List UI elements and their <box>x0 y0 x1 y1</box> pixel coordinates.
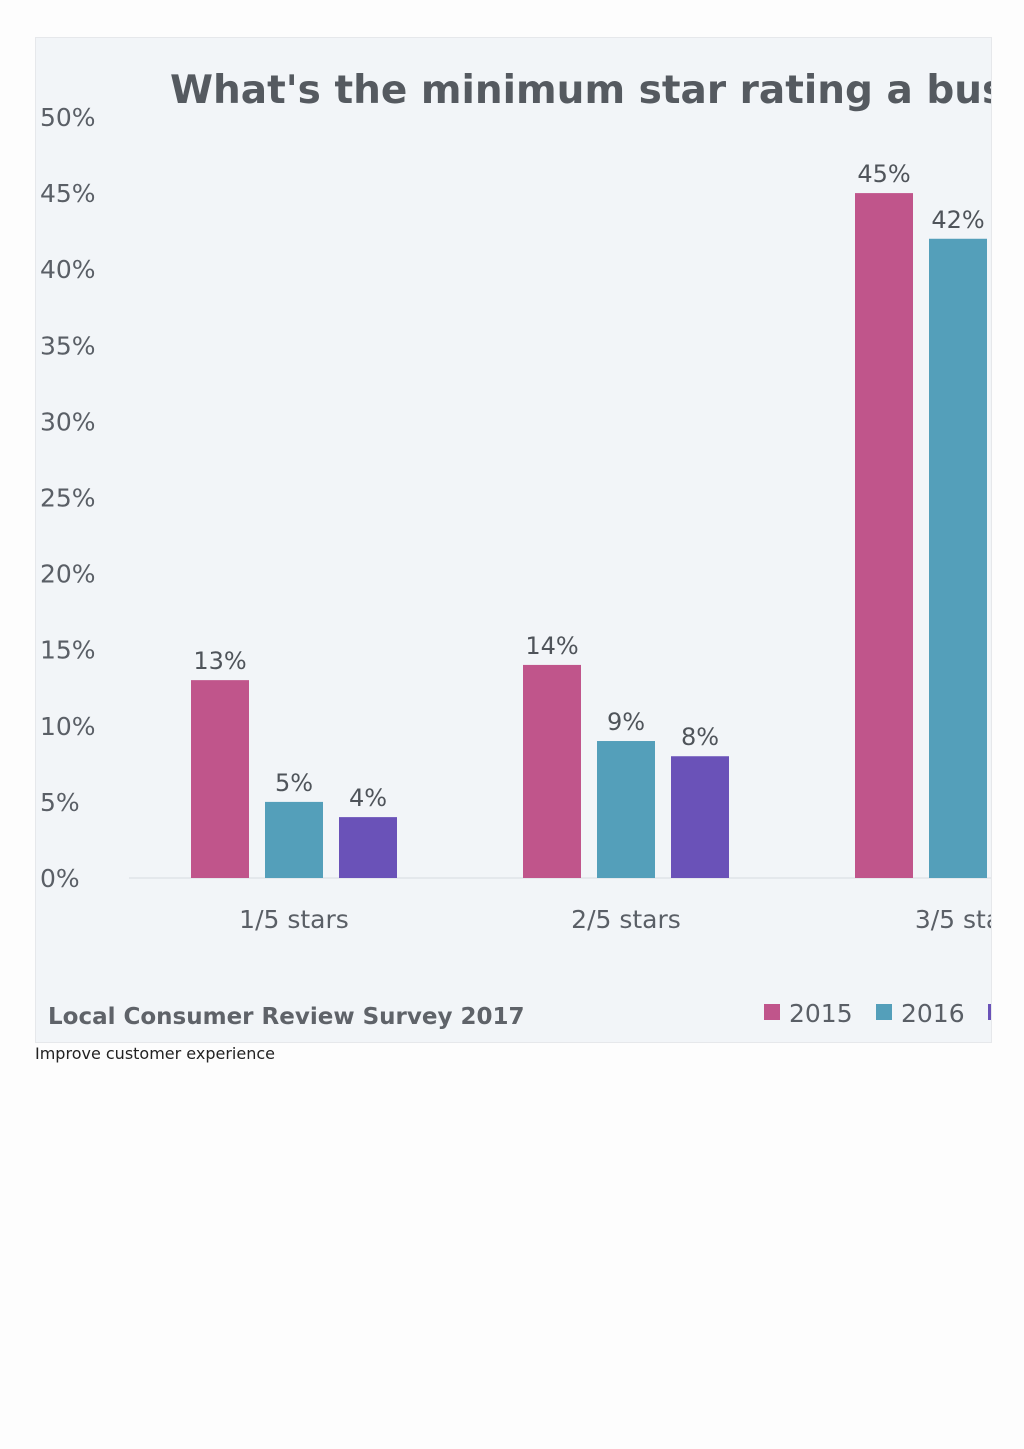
bar-data-label: 14% <box>525 632 578 660</box>
bar-data-labels: 13% 5% 4% 14% 9% 8% 45% 42% <box>193 160 984 812</box>
bar <box>929 238 987 878</box>
category-labels: 1/5 stars 2/5 stars 3/5 sta <box>239 905 991 934</box>
y-tick-label: 45% <box>40 179 96 208</box>
bars <box>191 193 987 879</box>
bar-data-label: 5% <box>275 769 313 797</box>
category-label: 1/5 stars <box>239 905 349 934</box>
bar-data-label: 8% <box>681 723 719 751</box>
legend: 2015 2016 <box>764 999 991 1028</box>
bar-data-label: 9% <box>607 708 645 736</box>
y-tick-label: 15% <box>40 636 96 665</box>
bar-data-label: 42% <box>931 206 984 234</box>
chart-container: What's the minimum star rating a busines… <box>35 37 992 1043</box>
y-tick-label: 50% <box>40 103 96 132</box>
bar <box>523 664 581 878</box>
bar-data-label: 4% <box>349 784 387 812</box>
y-tick-label: 20% <box>40 560 96 589</box>
legend-swatch <box>988 1004 991 1020</box>
bar-data-label: 45% <box>857 160 910 188</box>
bar <box>597 741 655 878</box>
y-tick-label: 5% <box>40 788 80 817</box>
y-tick-label: 40% <box>40 255 96 284</box>
category-label: 2/5 stars <box>571 905 681 934</box>
legend-label: 2015 <box>789 999 853 1028</box>
bar <box>191 680 249 878</box>
y-tick-label: 25% <box>40 484 96 513</box>
bar-chart: What's the minimum star rating a busines… <box>40 68 991 1030</box>
chart-title: What's the minimum star rating a busines <box>170 68 991 113</box>
y-tick-label: 30% <box>40 407 96 436</box>
bar-data-label: 13% <box>193 647 246 675</box>
bar <box>855 193 913 879</box>
y-tick-label: 0% <box>40 864 80 893</box>
y-tick-label: 10% <box>40 712 96 741</box>
category-label: 3/5 sta <box>915 905 991 934</box>
bar <box>339 817 397 878</box>
legend-swatch <box>876 1004 892 1020</box>
y-axis-ticks: 0% 5% 10% 15% 20% 25% 30% 35% 40% 45% 50% <box>40 103 96 893</box>
legend-label: 2016 <box>901 999 965 1028</box>
legend-swatch <box>764 1004 780 1020</box>
caption-text: Improve customer experience <box>35 1044 275 1063</box>
source-note: Local Consumer Review Survey 2017 <box>48 1004 524 1030</box>
bar <box>265 801 323 878</box>
bar <box>671 756 729 878</box>
y-tick-label: 35% <box>40 331 96 360</box>
